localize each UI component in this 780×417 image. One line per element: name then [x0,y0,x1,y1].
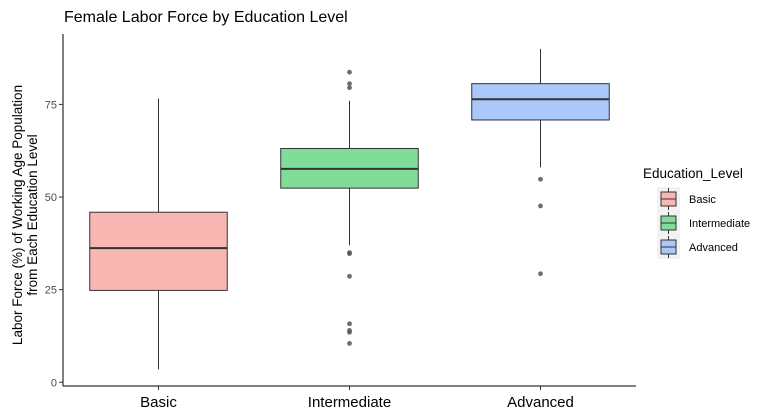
x-tick-label-advanced: Advanced [507,394,574,411]
outlier-point-intermediate [347,340,352,346]
legend-item-intermediate: Intermediate [657,211,750,235]
outlier-point-intermediate [347,251,352,257]
y-tick-label: 75 [45,99,57,111]
plot-area [89,48,610,370]
x-tick-label-intermediate: Intermediate [308,394,391,411]
chart-title: Female Labor Force by Education Level [64,9,348,26]
box-group-advanced [471,48,610,277]
box-group-basic [89,98,228,370]
outlier-point-intermediate [347,329,352,335]
outlier-point-intermediate [347,81,352,87]
outlier-point-intermediate [347,273,352,279]
legend-title: Education_Level [643,166,743,181]
y-axis-title-line-2: from Each Education Level [25,134,40,295]
legend-label-intermediate: Intermediate [689,218,750,230]
x-tick-label-basic: Basic [140,394,177,411]
legend: Education_Level Basic Intermediate Advance… [643,166,750,259]
y-tick-label: 25 [45,285,57,297]
outlier-point-advanced [538,203,543,209]
y-tick-label: 50 [45,192,57,204]
outlier-point-advanced [538,176,543,182]
legend-label-basic: Basic [689,194,716,206]
box-group-intermediate [280,69,419,346]
legend-label-advanced: Advanced [689,242,738,254]
outlier-point-intermediate [347,69,352,75]
legend-items: Basic Intermediate Advanced [657,187,750,259]
axes: 0 25 50 75 Basic Intermediate Advanced [45,34,636,411]
y-tick-label: 0 [51,377,57,389]
box-advanced [471,83,610,121]
box-basic [89,211,228,291]
outlier-point-intermediate [347,321,352,327]
outlier-point-intermediate [347,85,352,91]
y-axis-title: Labor Force (%) of Working Age Populatio… [10,85,40,345]
outlier-point-advanced [538,271,543,277]
legend-item-advanced: Advanced [657,235,738,259]
legend-item-basic: Basic [657,187,716,211]
y-axis-title-line-1: Labor Force (%) of Working Age Populatio… [10,85,25,345]
